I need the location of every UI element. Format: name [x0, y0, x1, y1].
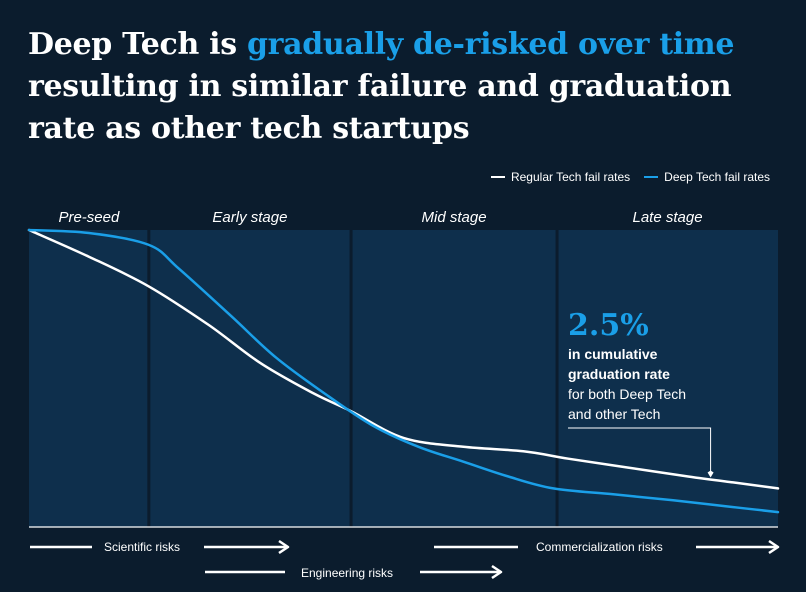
- title-part-2: resulting in similar failure and graduat…: [28, 69, 732, 146]
- annotation-line-3: for both Deep Tech: [568, 386, 687, 402]
- legend-item-regular: Regular Tech fail rates: [490, 170, 631, 184]
- title-part-1: Deep Tech is: [28, 27, 247, 62]
- legend-swatch-deep: [644, 176, 659, 178]
- scientific-risk-arrow-head: [278, 539, 290, 555]
- annotation-line-1: in cumulative: [568, 346, 658, 362]
- commercialization-risk-arrow-head: [768, 539, 780, 555]
- series-line-deep-tech: [27, 228, 780, 514]
- legend-swatch-regular: [490, 176, 505, 178]
- legend-item-deep: Deep Tech fail rates: [644, 170, 770, 184]
- legend-label-regular: Regular Tech fail rates: [510, 170, 631, 184]
- graduation-rate-value: 2.5%: [568, 308, 649, 343]
- legend-label-deep: Deep Tech fail rates: [664, 170, 770, 184]
- stage-panel-3: [557, 230, 778, 527]
- stage-panel-1: [148, 230, 352, 527]
- series-line-regular-tech: [27, 228, 780, 490]
- engineering-risk-arrow-head: [491, 564, 503, 580]
- stage-label-3: Late stage: [632, 209, 702, 226]
- stage-panel-2: [351, 230, 558, 527]
- annotation-leader-line: [568, 427, 712, 474]
- annotation-pointer: [707, 470, 714, 478]
- legend: Regular Tech fail rates Deep Tech fail r…: [490, 170, 770, 184]
- title-accent: gradually de-risked over time: [246, 27, 735, 62]
- risk-label-scientific: Scientific risks: [104, 540, 181, 554]
- risk-label-engineering: Engineering risks: [301, 566, 394, 580]
- chart-title: Deep Tech is gradually de-risked over ti…: [28, 24, 798, 150]
- risk-label-commercialization: Commercialization risks: [536, 540, 663, 554]
- annotation-line-4: and other Tech: [568, 406, 661, 422]
- stage-label-0: Pre-seed: [58, 209, 120, 226]
- stage-panel-0: [29, 230, 149, 527]
- graduation-annotation: 2.5% in cumulative graduation rate for b…: [568, 308, 768, 424]
- annotation-line-2: graduation rate: [568, 366, 670, 382]
- stage-label-2: Mid stage: [422, 209, 487, 226]
- stage-label-1: Early stage: [212, 209, 287, 226]
